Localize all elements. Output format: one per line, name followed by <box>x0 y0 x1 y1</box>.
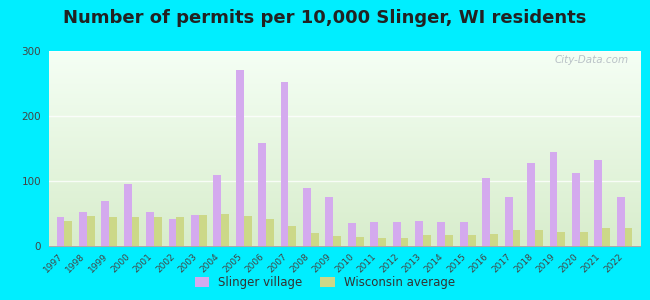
Bar <box>57 217 64 246</box>
Bar <box>236 70 244 246</box>
Bar <box>557 232 566 246</box>
Bar <box>625 228 632 246</box>
Bar <box>527 163 535 246</box>
Bar <box>393 222 400 246</box>
Bar <box>258 143 266 246</box>
Bar <box>87 216 95 246</box>
Bar <box>378 238 386 246</box>
Bar <box>109 217 117 246</box>
Bar <box>415 221 423 246</box>
Bar <box>132 218 140 246</box>
Bar <box>333 236 341 246</box>
Bar <box>468 235 476 246</box>
Bar <box>221 214 229 246</box>
Bar <box>168 219 176 246</box>
Bar <box>266 219 274 246</box>
Bar <box>370 222 378 246</box>
Bar <box>176 218 185 246</box>
Bar <box>348 223 356 246</box>
Bar <box>311 233 318 246</box>
Bar <box>423 235 431 246</box>
Bar <box>326 197 333 246</box>
Bar <box>504 197 513 246</box>
Bar <box>191 215 199 246</box>
Text: Number of permits per 10,000 Slinger, WI residents: Number of permits per 10,000 Slinger, WI… <box>63 9 587 27</box>
Bar <box>535 230 543 246</box>
Bar <box>580 232 588 246</box>
Bar <box>400 238 408 246</box>
Bar <box>445 235 453 246</box>
Bar <box>356 237 363 246</box>
Legend: Slinger village, Wisconsin average: Slinger village, Wisconsin average <box>190 272 460 294</box>
Bar <box>549 152 557 246</box>
Bar <box>460 222 468 246</box>
Bar <box>594 160 602 246</box>
Bar <box>617 197 625 246</box>
Bar <box>79 212 87 246</box>
Bar <box>602 228 610 246</box>
Bar <box>289 226 296 246</box>
Bar <box>490 234 498 246</box>
Bar <box>572 173 580 246</box>
Bar <box>482 178 490 246</box>
Bar <box>281 82 289 246</box>
Bar <box>513 230 521 246</box>
Bar <box>437 222 445 246</box>
Text: City-Data.com: City-Data.com <box>554 55 629 65</box>
Bar <box>101 200 109 246</box>
Bar <box>154 218 162 246</box>
Bar <box>244 216 252 246</box>
Bar <box>64 221 72 246</box>
Bar <box>303 188 311 246</box>
Bar <box>213 175 221 246</box>
Bar <box>146 212 154 246</box>
Bar <box>124 184 132 246</box>
Bar <box>199 215 207 246</box>
